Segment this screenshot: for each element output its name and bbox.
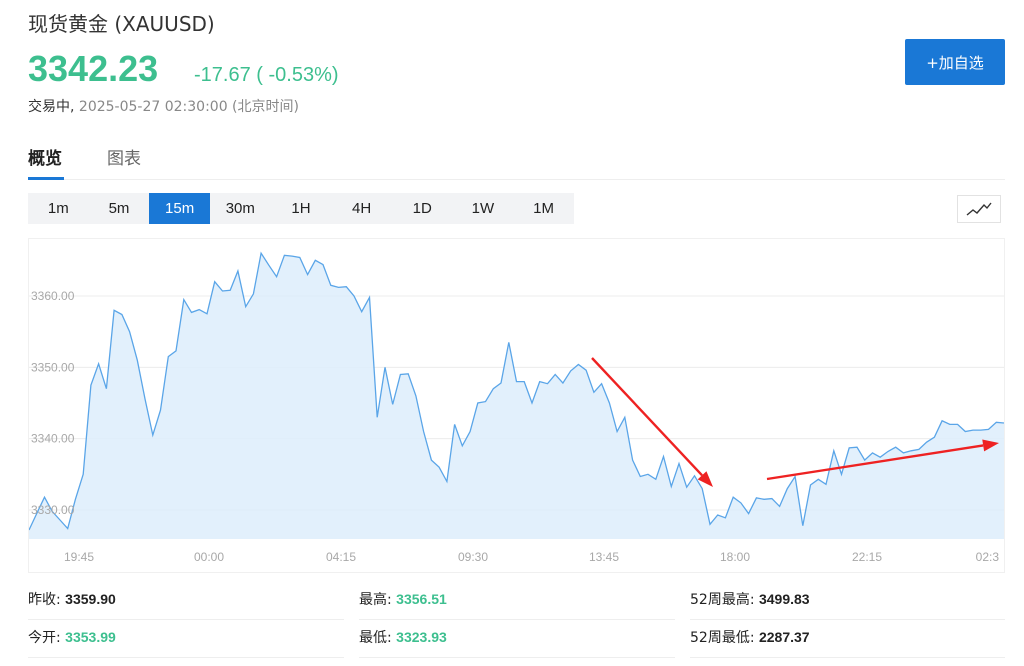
y-tick-label: 3330.00 xyxy=(31,503,75,517)
x-tick-label: 18:00 xyxy=(720,550,750,564)
stats-row-2: 今开: 3353.99 最低: 3323.93 52周最低: 2287.37 xyxy=(28,620,1005,658)
y-tick-label: 3360.00 xyxy=(31,289,75,303)
prev-close-label: 昨收: xyxy=(28,592,61,608)
interval-1mo[interactable]: 1M xyxy=(533,200,554,217)
line-chart-icon xyxy=(966,202,992,216)
status-time: 2025-05-27 02:30:00 (北京时间) xyxy=(78,99,299,115)
price-chart-svg: 3330.00 3340.00 3350.00 3360.00 19:45 00:00 04… xyxy=(29,251,1004,564)
current-price: 3342.23 xyxy=(28,48,159,89)
x-tick-label: 22:15 xyxy=(852,550,882,564)
add-watchlist-button[interactable]: +加自选 xyxy=(905,39,1005,85)
stat-low: 最低: 3323.93 xyxy=(359,620,675,658)
week52-high-value: 3499.83 xyxy=(758,591,810,607)
interval-15m[interactable]: 15m xyxy=(149,193,210,224)
stats-row-1: 昨收: 3359.90 最高: 3356.51 52周最高: 3499.83 xyxy=(28,582,1005,620)
tab-chart[interactable]: 图表 xyxy=(107,149,141,169)
x-tick-label: 04:15 xyxy=(326,550,356,564)
tab-overview[interactable]: 概览 xyxy=(28,149,62,169)
status-label: 交易中, xyxy=(28,99,75,115)
low-value: 3323.93 xyxy=(396,629,447,645)
open-label: 今开: xyxy=(28,630,61,646)
open-value: 3353.99 xyxy=(65,629,116,645)
interval-1w[interactable]: 1W xyxy=(471,200,495,217)
red-arrow-down xyxy=(591,357,713,487)
trading-status: 交易中, 2025-05-27 02:30:00 (北京时间) xyxy=(28,96,299,116)
week52-low-label: 52周最低: xyxy=(690,630,755,646)
interval-selector: 1m 5m 15m 30m 1H 4H 1D 1W 1M xyxy=(28,193,574,224)
x-tick-label: 00:00 xyxy=(194,550,224,564)
week52-low-value: 2287.37 xyxy=(758,629,810,645)
price-chart[interactable]: 3330.00 3340.00 3350.00 3360.00 19:45 00:00 04… xyxy=(28,238,1005,573)
price-area-fill xyxy=(29,253,1004,539)
high-value: 3356.51 xyxy=(396,591,447,607)
chart-type-button[interactable] xyxy=(957,195,1001,223)
interval-1h[interactable]: 1H xyxy=(291,200,311,217)
stat-prev-close: 昨收: 3359.90 xyxy=(28,582,344,620)
prev-close-value: 3359.90 xyxy=(65,591,116,607)
x-tick-label: 19:45 xyxy=(64,550,94,564)
stat-52w-high: 52周最高: 3499.83 xyxy=(690,582,1005,620)
interval-1m[interactable]: 1m xyxy=(47,200,69,217)
x-tick-label: 13:45 xyxy=(589,550,619,564)
stat-high: 最高: 3356.51 xyxy=(359,582,675,620)
red-arrow-up xyxy=(766,439,999,481)
interval-5m[interactable]: 5m xyxy=(108,200,130,217)
interval-4h[interactable]: 4H xyxy=(352,200,372,217)
stat-52w-low: 52周最低: 2287.37 xyxy=(690,620,1005,658)
stat-open: 今开: 3353.99 xyxy=(28,620,344,658)
interval-30m[interactable]: 30m xyxy=(225,200,255,217)
tab-bar: 概览 图表 xyxy=(28,140,1005,180)
y-tick-label: 3350.00 xyxy=(31,360,75,374)
low-label: 最低: xyxy=(359,630,392,646)
active-tab-underline xyxy=(28,177,64,180)
price-line xyxy=(29,251,1004,531)
interval-1d[interactable]: 1D xyxy=(412,200,432,217)
week52-high-label: 52周最高: xyxy=(690,592,755,608)
x-tick-label: 02:3 xyxy=(976,550,1000,564)
price-change: -17.67 ( -0.53%) xyxy=(194,64,339,86)
x-tick-label: 09:30 xyxy=(458,550,488,564)
y-tick-label: 3340.00 xyxy=(31,432,75,446)
high-label: 最高: xyxy=(359,592,392,608)
instrument-title: 现货黄金 (XAUUSD) xyxy=(28,12,215,36)
